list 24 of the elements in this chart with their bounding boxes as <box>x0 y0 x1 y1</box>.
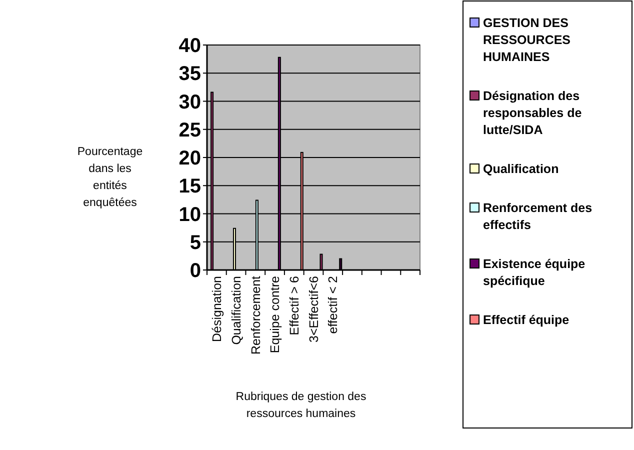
x-tick-label: Désignation <box>210 276 224 342</box>
y-axis-title: Pourcentage dans les entités enquêtées <box>77 146 143 209</box>
x-tick-label: Effectif > 6 <box>288 276 302 336</box>
x-tick-label: Qualification <box>229 276 244 345</box>
x-tick-label: 3<Effectif<6 <box>306 276 321 342</box>
y-tick-label: 30 <box>178 91 201 114</box>
y-tick-label: 10 <box>178 204 201 226</box>
y-tick-label: 0 <box>190 260 201 282</box>
x-axis-title: Rubriques de gestion des ressources humaines <box>236 391 366 420</box>
y-tick-label: 35 <box>178 63 201 86</box>
x-tick-label: Renforcement <box>248 275 263 355</box>
x-tick-label: Equipe contre <box>268 276 282 354</box>
legend-label: Existence équipe spécifique <box>483 257 586 288</box>
legend-label: Renforcement des effectifs <box>483 201 592 232</box>
legend-label: Désignation des responsables de lutte/SIDA <box>483 89 582 137</box>
y-tick-label: 40 <box>178 35 201 57</box>
legend-label: GESTION DES RESSOURCES HUMAINES <box>483 16 571 64</box>
legend-label: Qualification <box>483 162 559 176</box>
y-tick-label: 15 <box>178 176 201 198</box>
y-tick-label: 20 <box>178 148 201 170</box>
legend-label: Effectif équipe <box>483 313 570 327</box>
y-tick-label: 5 <box>190 232 201 254</box>
x-tick-label: effectif < 2 <box>326 276 340 334</box>
y-tick-label: 25 <box>178 119 201 142</box>
